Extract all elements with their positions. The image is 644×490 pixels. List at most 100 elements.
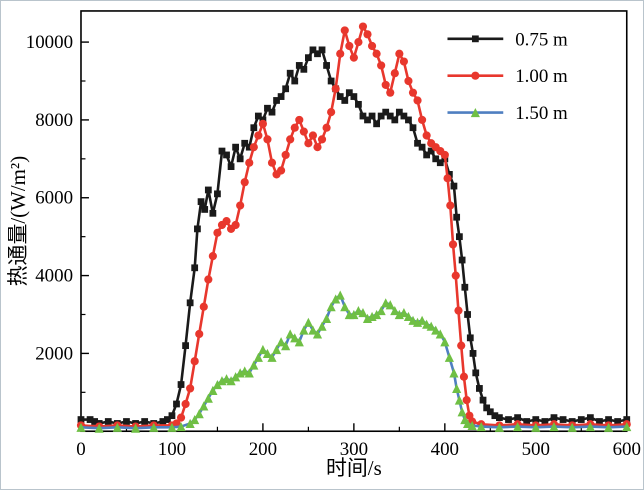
series-marker-0-75-m <box>201 206 209 213</box>
series-marker-1-00-m <box>399 57 408 66</box>
series-marker-1-50-m <box>312 329 323 339</box>
series-marker-1-50-m <box>294 337 304 347</box>
series-marker-1-00-m <box>208 252 217 261</box>
series-marker-0-75-m <box>483 404 491 412</box>
series-marker-0-75-m <box>395 108 403 116</box>
series-marker-1-00-m <box>190 357 199 366</box>
series-marker-0-75-m <box>505 416 512 423</box>
series-marker-1-00-m <box>358 22 368 31</box>
series-marker-1-00-m <box>345 41 354 51</box>
series-marker-0-75-m <box>323 62 330 69</box>
series-marker-0-75-m <box>486 408 494 416</box>
series-marker-0-75-m <box>250 124 258 132</box>
series-marker-1-50-m <box>476 421 486 432</box>
series-marker-0-75-m <box>300 65 308 73</box>
series-marker-0-75-m <box>341 97 349 104</box>
series-marker-0-75-m <box>418 143 426 151</box>
series-marker-1-00-m <box>308 131 318 140</box>
series-marker-0-75-m <box>391 116 399 124</box>
series-marker-1-50-m <box>76 422 86 432</box>
series-marker-1-50-m <box>390 306 400 316</box>
series-marker-0-75-m <box>532 416 540 423</box>
series-marker-1-50-m <box>385 300 395 310</box>
series-marker-1-00-m <box>459 372 469 381</box>
series-marker-0-75-m <box>427 147 435 155</box>
series-marker-0-75-m <box>491 412 499 420</box>
series-marker-1-50-m <box>376 306 386 316</box>
series-marker-0-75-m <box>295 62 303 69</box>
series-marker-1-50-m <box>340 302 350 312</box>
series-marker-0-75-m <box>104 418 112 425</box>
x-tick-label: 200 <box>249 439 277 460</box>
series-marker-1-00-m <box>176 413 186 422</box>
series-marker-0-75-m <box>586 414 594 422</box>
series-marker-1-50-m <box>208 385 218 395</box>
series-marker-1-50-m <box>322 313 332 323</box>
series-marker-0-75-m <box>514 414 521 422</box>
y-tick-label: 4000 <box>35 266 73 287</box>
series-marker-0-75-m <box>596 418 603 425</box>
x-axis-title: 时间/s <box>326 456 382 480</box>
series-marker-1-00-m <box>249 143 258 152</box>
series-marker-1-00-m <box>222 217 231 226</box>
series-marker-1-50-m <box>281 341 291 351</box>
series-marker-1-00-m <box>408 88 418 97</box>
series-marker-0-75-m <box>409 124 417 132</box>
series-marker-0-75-m <box>355 100 362 108</box>
series-marker-1-50-m <box>435 329 445 339</box>
y-tick-label: 10000 <box>26 32 73 53</box>
series-marker-0-75-m <box>236 155 244 163</box>
series-marker-1-00-m <box>440 150 449 160</box>
series-marker-1-00-m <box>258 119 267 128</box>
series-marker-0-75-m <box>476 385 483 392</box>
series-marker-1-00-m <box>313 143 322 152</box>
series-marker-0-75-m <box>227 163 235 171</box>
series-marker-0-75-m <box>479 396 487 404</box>
series-marker-1-50-m <box>244 368 254 378</box>
series-marker-1-50-m <box>449 368 459 378</box>
series-marker-1-00-m <box>186 384 195 393</box>
series-marker-1-00-m <box>299 127 308 136</box>
x-tick-label: 0 <box>76 439 85 460</box>
x-tick-label: 600 <box>613 439 641 460</box>
series-marker-0-75-m <box>232 143 240 151</box>
series-marker-0-75-m <box>550 414 558 422</box>
series-marker-0-75-m <box>218 147 226 155</box>
series-marker-0-75-m <box>377 112 385 120</box>
series-marker-1-50-m <box>231 372 241 382</box>
series-marker-0-75-m <box>614 418 622 425</box>
series-marker-0-75-m <box>327 77 335 85</box>
series-marker-0-75-m <box>472 369 480 377</box>
series-marker-1-00-m <box>418 115 427 125</box>
series-marker-1-50-m <box>317 321 327 331</box>
series-marker-1-00-m <box>254 131 263 140</box>
series-marker-1-00-m <box>386 88 395 97</box>
series-marker-1-00-m <box>354 38 363 47</box>
legend-label-1-50-m: 1.50 m <box>515 103 568 124</box>
series-marker-0-75-m <box>461 283 469 291</box>
series-marker-1-00-m <box>327 108 336 117</box>
x-tick-label: 500 <box>522 439 550 460</box>
series-marker-1-50-m <box>94 423 104 433</box>
series-marker-1-50-m <box>444 352 454 362</box>
series-marker-1-50-m <box>130 423 141 433</box>
series-marker-0-75-m <box>173 400 180 408</box>
series-marker-1-50-m <box>452 383 462 394</box>
series-marker-1-00-m <box>295 115 304 125</box>
series-marker-1-50-m <box>549 421 559 432</box>
series-marker-0-75-m <box>577 416 585 423</box>
series-marker-1-00-m <box>451 271 460 280</box>
series-marker-0-75-m <box>605 416 612 423</box>
series-marker-0-75-m <box>286 69 294 77</box>
series-marker-0-75-m <box>466 334 474 342</box>
series-marker-0-75-m <box>277 93 285 100</box>
series-marker-1-50-m <box>258 344 268 355</box>
series-marker-1-50-m <box>185 418 195 429</box>
y-tick-label: 8000 <box>35 110 73 131</box>
series-marker-1-50-m <box>431 325 441 335</box>
series-marker-1-00-m <box>331 84 340 93</box>
series-marker-0-75-m <box>177 381 185 388</box>
series-marker-1-50-m <box>194 409 204 419</box>
series-marker-0-75-m <box>359 112 367 120</box>
